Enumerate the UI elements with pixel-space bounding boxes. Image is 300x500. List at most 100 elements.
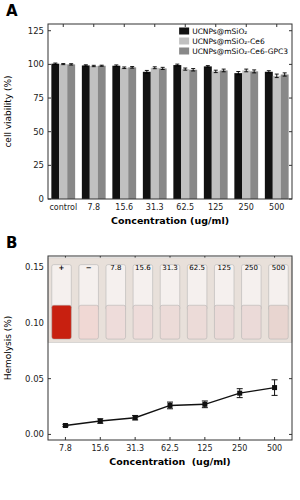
tick-label: 125 xyxy=(208,203,223,212)
error-bar xyxy=(100,65,104,66)
tick-label: 50 xyxy=(33,127,44,137)
inset-label: 15.6 xyxy=(135,264,151,272)
error-cap xyxy=(222,71,226,72)
bar xyxy=(234,73,242,199)
error-cap xyxy=(252,69,256,70)
inset-tube xyxy=(79,265,99,311)
inset-tube xyxy=(52,265,72,311)
error-bar xyxy=(175,64,179,66)
inset-liquid xyxy=(79,305,99,339)
tick-label: 250 xyxy=(239,203,254,212)
inset-label: 31.3 xyxy=(162,264,178,272)
error-cap xyxy=(161,67,165,68)
error-cap xyxy=(84,64,88,65)
legend-label: UCNPs@mSiO₂-Ce6-GPC3 xyxy=(192,47,288,56)
error-bar xyxy=(183,68,187,70)
marker xyxy=(237,391,242,396)
tick-label: 31.3 xyxy=(126,444,144,453)
error-cap xyxy=(92,66,96,67)
tick-label: 500 xyxy=(267,444,282,453)
error-cap xyxy=(272,379,278,380)
bar xyxy=(159,68,167,199)
error-cap xyxy=(202,407,208,408)
error-bar xyxy=(283,73,287,76)
error-cap xyxy=(145,70,149,71)
error-cap xyxy=(206,65,210,66)
error-cap xyxy=(114,64,118,65)
tick-label: 31.3 xyxy=(146,203,164,212)
bar xyxy=(220,70,228,199)
error-cap xyxy=(153,66,157,67)
error-bar xyxy=(69,64,73,65)
legend-swatch xyxy=(179,28,189,35)
error-cap xyxy=(191,70,195,71)
inset-tube xyxy=(269,265,289,311)
error-bar xyxy=(214,70,218,72)
bar xyxy=(67,64,75,199)
error-cap xyxy=(237,388,243,389)
error-cap xyxy=(69,65,73,66)
error-cap xyxy=(252,72,256,73)
error-bar xyxy=(97,419,103,423)
inset-liquid xyxy=(187,305,207,339)
bar xyxy=(173,65,181,199)
y-axis-label: cell viability (%) xyxy=(3,75,13,147)
inset: +−7.815.631.362.5125250500 xyxy=(48,258,292,343)
panel-label: B xyxy=(6,234,17,252)
error-cap xyxy=(267,72,271,73)
error-bar xyxy=(61,64,65,65)
error-cap xyxy=(53,64,57,65)
bar xyxy=(151,68,159,199)
tick-label: 15.6 xyxy=(91,444,109,453)
inset-liquid xyxy=(269,305,289,339)
error-bar xyxy=(132,415,138,419)
tick-label: 7.8 xyxy=(59,444,72,453)
bar xyxy=(82,65,90,199)
error-bar xyxy=(153,67,157,69)
error-cap xyxy=(114,66,118,67)
inset-background xyxy=(48,258,292,343)
bar xyxy=(90,66,98,199)
error-cap xyxy=(237,397,243,398)
marker xyxy=(133,415,138,420)
legend-swatch xyxy=(179,48,189,55)
bar xyxy=(242,70,250,199)
error-bar xyxy=(222,69,226,72)
bar xyxy=(212,71,220,199)
error-cap xyxy=(161,69,165,70)
tick-label: 0.15 xyxy=(25,262,44,272)
tick-label: 250 xyxy=(232,444,247,453)
error-cap xyxy=(175,66,179,67)
bar xyxy=(281,74,289,199)
error-cap xyxy=(236,71,240,72)
error-cap xyxy=(222,69,226,70)
error-cap xyxy=(61,64,65,65)
error-bar xyxy=(244,69,248,72)
inset-liquid xyxy=(160,305,180,339)
error-cap xyxy=(214,72,218,73)
bar xyxy=(265,72,273,199)
error-cap xyxy=(191,68,195,69)
tick-label: 500 xyxy=(269,203,284,212)
error-bar xyxy=(202,401,208,408)
panel-label: A xyxy=(6,2,18,20)
bar xyxy=(189,70,197,199)
error-cap xyxy=(202,400,208,401)
inset-label: + xyxy=(59,264,65,272)
error-cap xyxy=(130,66,134,67)
error-bar xyxy=(206,66,210,68)
tick-label: 62.5 xyxy=(161,444,179,453)
inset-liquid xyxy=(214,305,234,339)
error-bar xyxy=(275,74,279,78)
bar xyxy=(250,71,258,199)
error-cap xyxy=(272,395,278,396)
tick-label: 0.10 xyxy=(25,318,44,328)
inset-tube xyxy=(187,265,207,311)
error-line xyxy=(276,74,277,78)
bar xyxy=(98,66,106,199)
error-bar xyxy=(161,67,165,69)
error-cap xyxy=(145,73,149,74)
inset-tube xyxy=(214,265,234,311)
error-cap xyxy=(167,408,173,409)
error-bar xyxy=(267,71,271,73)
